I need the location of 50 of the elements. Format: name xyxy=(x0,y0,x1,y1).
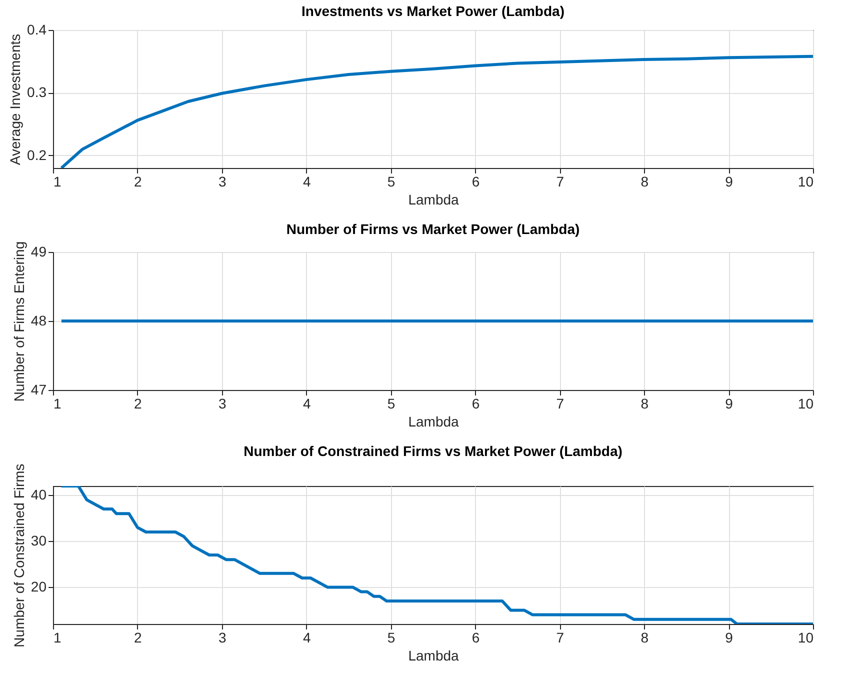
x-tick-label: 6 xyxy=(472,396,480,412)
x-tick-label: 8 xyxy=(640,396,649,412)
x-tick-label: 3 xyxy=(218,630,226,646)
y-tick-label: 20 xyxy=(30,578,47,595)
x-tick-label: 5 xyxy=(387,396,396,412)
y-tick-label: 0.3 xyxy=(27,84,47,100)
x-tick-label: 10 xyxy=(798,630,814,646)
x-tick-label: 2 xyxy=(134,396,142,412)
x-tick-label: 4 xyxy=(302,396,311,412)
y-axis-title: Average Investments xyxy=(7,34,24,166)
x-tick-label: 7 xyxy=(556,396,564,412)
x-tick-label: 8 xyxy=(640,174,649,190)
x-tick-label: 5 xyxy=(387,174,396,190)
chart-title: Investments vs Market Power (Lambda) xyxy=(302,3,564,19)
chart-title: Number of Constrained Firms vs Market Power (Lambda) xyxy=(244,443,622,460)
x-axis-title: Lambda xyxy=(408,648,460,664)
y-tick-label: 49 xyxy=(30,244,47,260)
x-tick-label: 3 xyxy=(218,174,226,190)
y-tick-label: 0.2 xyxy=(27,146,47,163)
y-tick-label: 48 xyxy=(30,312,47,328)
x-tick-label: 10 xyxy=(798,174,814,190)
line-series xyxy=(60,54,813,168)
x-tick-label: 1 xyxy=(54,396,62,412)
y-axis-title: Number of Constrained Firms xyxy=(10,464,27,648)
x-axis-title: Lambda xyxy=(408,192,460,208)
x-tick-label: 2 xyxy=(134,630,142,646)
x-tick-label: 3 xyxy=(218,396,226,412)
x-tick-label: 4 xyxy=(302,174,311,190)
x-tick-label: 2 xyxy=(134,174,142,190)
y-tick-label: 40 xyxy=(30,486,47,503)
y-tick-label: 47 xyxy=(30,382,47,398)
x-tick-label: 6 xyxy=(472,630,480,646)
chart-title: Number of Firms vs Market Power (Lambda) xyxy=(286,220,580,237)
x-tick-label: 9 xyxy=(725,630,734,646)
y-tick-label: 0.4 xyxy=(27,22,47,38)
x-tick-label: 9 xyxy=(725,174,734,190)
x-tick-label: 6 xyxy=(472,174,480,190)
x-tick-label: 1 xyxy=(54,630,62,646)
x-tick-label: 7 xyxy=(556,630,564,646)
x-axis-title: Lambda xyxy=(408,414,460,430)
x-tick-label: 8 xyxy=(640,630,649,646)
y-tick-label: 30 xyxy=(30,532,47,549)
x-tick-label: 5 xyxy=(387,630,396,646)
x-tick-label: 10 xyxy=(798,396,814,412)
x-tick-label: 7 xyxy=(556,174,564,190)
x-tick-label: 1 xyxy=(54,174,62,190)
x-tick-label: 9 xyxy=(725,396,734,412)
line-series xyxy=(60,486,813,624)
x-tick-label: 4 xyxy=(302,630,311,646)
y-axis-title: Number of Firms Entering xyxy=(10,241,27,402)
